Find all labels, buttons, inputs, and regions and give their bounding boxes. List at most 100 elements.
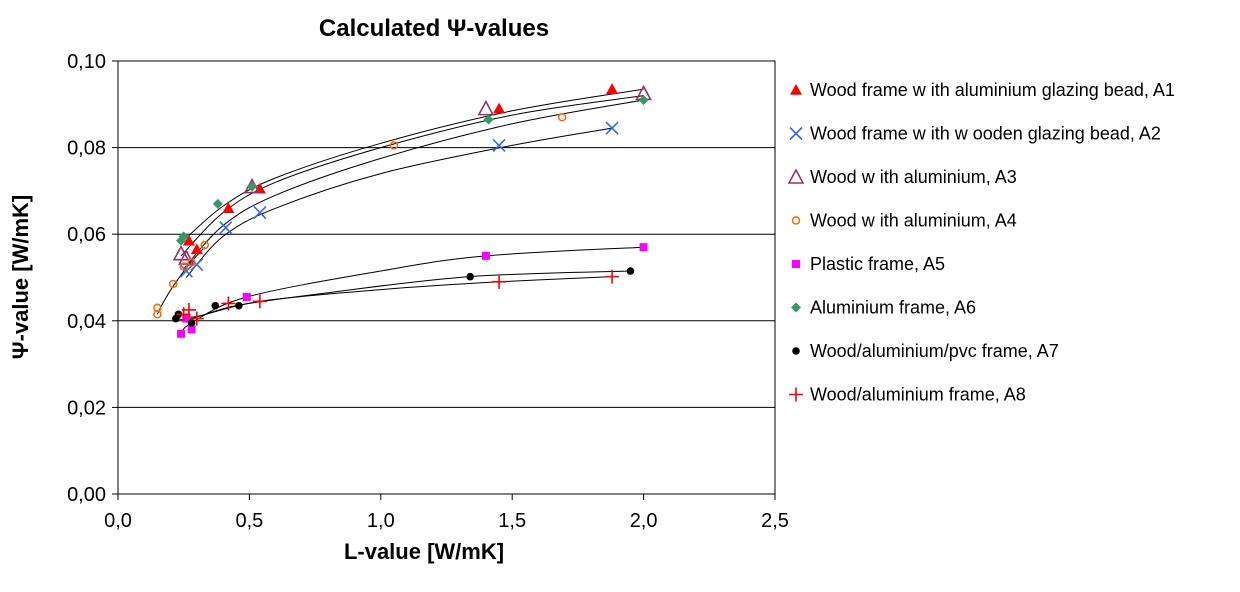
series-8 — [176, 269, 620, 326]
legend-label: Wood frame w ith w ooden glazing bead, A… — [810, 124, 1161, 144]
data-point — [477, 99, 495, 116]
legend-label: Wood frame w ith aluminium glazing bead,… — [810, 80, 1175, 100]
x-axis-title: L-value [W/mK] — [344, 539, 504, 564]
series-5 — [177, 243, 648, 338]
legend-label: Wood w ith aluminium, A4 — [810, 211, 1017, 231]
data-point — [187, 325, 196, 334]
legend: Wood frame w ith aluminium glazing bead,… — [787, 80, 1175, 405]
data-point — [466, 272, 474, 281]
series-7 — [172, 267, 635, 327]
legend-entry: Wood frame w ith aluminium glazing bead,… — [790, 80, 1175, 100]
legend-marker — [789, 387, 803, 402]
x-tick-label: 0,0 — [104, 510, 132, 532]
data-point — [557, 113, 567, 122]
data-point — [493, 102, 506, 114]
trend-curve — [185, 127, 613, 278]
data-point — [212, 198, 223, 209]
series-2 — [179, 121, 619, 278]
data-point — [177, 329, 186, 338]
data-point — [481, 251, 490, 260]
data-point — [639, 243, 648, 252]
data-point — [189, 311, 204, 326]
data-point — [253, 205, 267, 220]
data-point — [389, 141, 399, 150]
legend-label: Aluminium frame, A6 — [810, 298, 976, 318]
data-points — [153, 83, 652, 338]
y-tick-label: 0,10 — [67, 51, 106, 73]
series-4 — [153, 113, 567, 319]
x-tick-label: 0,5 — [235, 510, 263, 532]
data-point — [190, 257, 204, 272]
legend-marker — [792, 260, 800, 268]
legend-entry: Wood w ith aluminium, A4 — [791, 211, 1017, 231]
legend-marker — [792, 347, 800, 355]
grid-lines — [118, 147, 775, 408]
legend-entry: Wood w ith aluminium, A3 — [787, 167, 1017, 187]
legend-entry: Plastic frame, A5 — [792, 254, 945, 274]
trend-curve — [156, 246, 206, 315]
x-tick-label: 1,0 — [367, 510, 395, 532]
series-3 — [172, 84, 652, 265]
data-point — [190, 243, 203, 255]
chart-title: Calculated Ψ-values — [319, 15, 549, 42]
data-point — [242, 292, 251, 301]
data-point — [153, 303, 162, 313]
y-tick-label: 0,08 — [67, 138, 106, 160]
legend-label: Wood/aluminium/pvc frame, A7 — [810, 341, 1059, 361]
data-point — [492, 274, 507, 289]
legend-marker — [789, 126, 803, 141]
data-point — [492, 138, 506, 153]
legend-label: Wood w ith aluminium, A3 — [810, 167, 1017, 187]
x-axis-ticks: 0,0 0,5 1,0 1,5 2,0 2,5 — [104, 494, 789, 532]
data-point — [605, 269, 620, 284]
legend-label: Wood/aluminium frame, A8 — [810, 385, 1026, 405]
data-point — [247, 181, 258, 192]
data-point — [626, 267, 635, 275]
data-point — [222, 202, 235, 214]
series-1 — [182, 83, 619, 255]
data-point — [200, 240, 209, 250]
data-point — [605, 121, 619, 135]
y-tick-label: 0,02 — [67, 397, 106, 419]
legend-entry: Wood/aluminium frame, A8 — [789, 385, 1026, 405]
data-point — [253, 182, 266, 194]
trend-curve — [180, 95, 644, 257]
x-tick-label: 2,5 — [761, 510, 789, 532]
y-tick-label: 0,00 — [67, 484, 106, 506]
legend-entry: Wood frame w ith w ooden glazing bead, A… — [789, 124, 1161, 144]
series-6 — [176, 94, 649, 246]
data-point — [606, 83, 619, 94]
x-tick-label: 1,5 — [498, 510, 526, 532]
data-point — [181, 302, 196, 317]
y-tick-label: 0,04 — [67, 311, 106, 333]
y-tick-label: 0,06 — [67, 224, 106, 246]
legend-entry: Aluminium frame, A6 — [791, 298, 976, 318]
y-axis-ticks: 0,00 0,02 0,04 0,06 0,08 0,10 — [67, 51, 118, 506]
data-point — [221, 296, 236, 311]
legend-label: Plastic frame, A5 — [810, 254, 945, 274]
data-point — [182, 314, 191, 323]
legend-marker — [791, 216, 801, 225]
trend-curve — [180, 88, 644, 244]
data-point — [179, 262, 188, 271]
data-point — [483, 114, 494, 125]
data-point — [235, 301, 243, 310]
legend-marker — [787, 168, 805, 184]
data-point — [211, 301, 220, 310]
data-point — [219, 221, 233, 235]
data-point — [187, 319, 196, 327]
data-point — [168, 279, 178, 289]
data-point — [187, 258, 196, 267]
x-tick-label: 2,0 — [630, 510, 658, 532]
legend-marker — [790, 84, 802, 95]
y-axis-title: Ψ-value [W/mK] — [8, 195, 33, 359]
data-point — [638, 94, 649, 105]
legend-marker — [791, 302, 801, 313]
data-point — [252, 294, 267, 309]
data-point — [182, 234, 195, 246]
plot-area — [117, 60, 776, 495]
legend-entry: Wood/aluminium/pvc frame, A7 — [792, 341, 1059, 361]
data-point — [179, 264, 193, 278]
data-point — [178, 231, 189, 242]
